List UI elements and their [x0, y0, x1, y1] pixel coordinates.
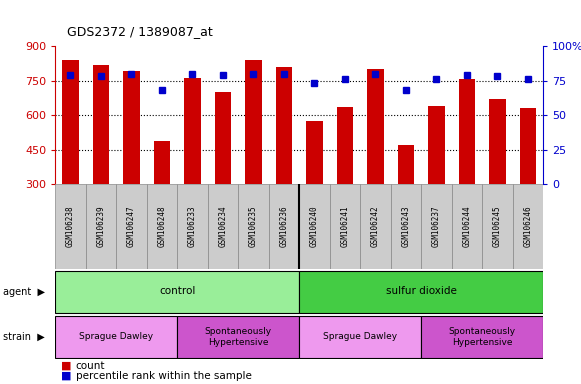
Bar — [489, 99, 506, 184]
Text: GSM106239: GSM106239 — [96, 206, 105, 247]
Bar — [55, 271, 299, 313]
Bar — [367, 69, 384, 184]
Text: Sprague Dawley: Sprague Dawley — [323, 333, 397, 341]
Bar — [391, 184, 421, 269]
Text: GSM106235: GSM106235 — [249, 206, 258, 247]
Text: GSM106234: GSM106234 — [218, 206, 227, 247]
Bar — [299, 316, 421, 358]
Bar — [336, 107, 353, 184]
Bar — [214, 92, 231, 184]
Text: GSM106248: GSM106248 — [157, 206, 166, 247]
Bar — [208, 184, 238, 269]
Text: GSM106245: GSM106245 — [493, 206, 502, 247]
Text: GSM106238: GSM106238 — [66, 206, 75, 247]
Text: ■: ■ — [61, 371, 75, 381]
Text: GSM106237: GSM106237 — [432, 206, 441, 247]
Bar — [397, 145, 414, 184]
Bar — [147, 184, 177, 269]
Text: agent  ▶: agent ▶ — [3, 287, 45, 297]
Bar — [116, 184, 147, 269]
Bar — [86, 184, 116, 269]
Text: sulfur dioxide: sulfur dioxide — [386, 286, 457, 296]
Bar — [452, 184, 482, 269]
Bar — [421, 184, 452, 269]
Bar — [153, 141, 170, 184]
Text: Spontaneously
Hypertensive: Spontaneously Hypertensive — [205, 327, 272, 347]
Text: GSM106247: GSM106247 — [127, 206, 136, 247]
Text: GSM106244: GSM106244 — [462, 206, 471, 247]
Text: GSM106246: GSM106246 — [523, 206, 532, 247]
Text: strain  ▶: strain ▶ — [3, 332, 45, 342]
Bar — [177, 316, 299, 358]
Bar — [421, 316, 543, 358]
Text: GSM106233: GSM106233 — [188, 206, 197, 247]
Text: GSM106240: GSM106240 — [310, 206, 319, 247]
Bar — [482, 184, 513, 269]
Bar — [458, 79, 475, 184]
Bar — [360, 184, 391, 269]
Bar — [184, 78, 201, 184]
Text: GSM106242: GSM106242 — [371, 206, 380, 247]
Bar — [55, 316, 177, 358]
Bar — [306, 121, 323, 184]
Bar — [177, 184, 208, 269]
Text: ■: ■ — [61, 361, 75, 371]
Text: GSM106243: GSM106243 — [401, 206, 410, 247]
Text: control: control — [159, 286, 195, 296]
Text: count: count — [76, 361, 105, 371]
Bar — [269, 184, 299, 269]
Bar — [428, 106, 445, 184]
Text: Sprague Dawley: Sprague Dawley — [79, 333, 153, 341]
Bar — [519, 108, 536, 184]
Bar — [299, 271, 543, 313]
Bar — [238, 184, 269, 269]
Bar — [245, 60, 262, 184]
Bar — [299, 184, 330, 269]
Bar — [92, 65, 109, 184]
Bar — [55, 184, 86, 269]
Text: GSM106236: GSM106236 — [279, 206, 288, 247]
Text: GSM106241: GSM106241 — [340, 206, 349, 247]
Bar — [62, 60, 79, 184]
Text: Spontaneously
Hypertensive: Spontaneously Hypertensive — [449, 327, 516, 347]
Bar — [123, 71, 140, 184]
Text: GDS2372 / 1389087_at: GDS2372 / 1389087_at — [67, 25, 213, 38]
Bar — [275, 67, 292, 184]
Text: percentile rank within the sample: percentile rank within the sample — [76, 371, 252, 381]
Bar — [512, 184, 543, 269]
Bar — [330, 184, 360, 269]
